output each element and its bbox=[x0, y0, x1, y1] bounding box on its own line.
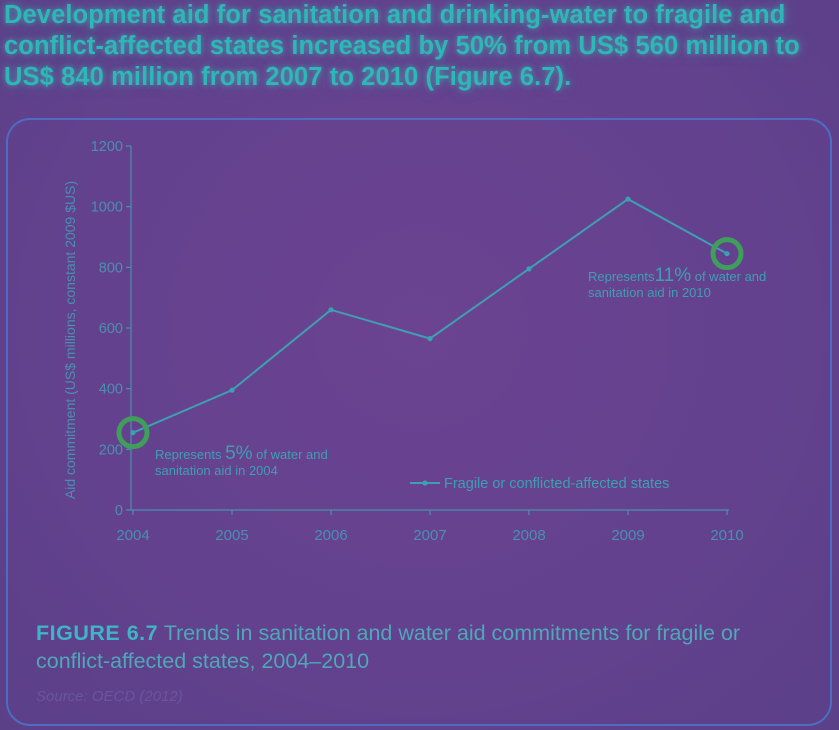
x-tick-label: 2007 bbox=[413, 527, 446, 544]
x-tick-label: 2006 bbox=[314, 527, 347, 544]
annotation-line2-2004: sanitation aid in 2004 bbox=[155, 463, 278, 478]
x-axis: 2004 2005 2006 2007 2008 2009 2010 bbox=[116, 509, 744, 544]
data-point-2008 bbox=[526, 266, 532, 272]
series-fragile-states bbox=[130, 196, 730, 436]
figure-number: FIGURE 6.7 bbox=[36, 621, 159, 645]
data-point-2007 bbox=[427, 336, 433, 342]
legend: Fragile or conflicted-affected states bbox=[410, 476, 669, 492]
y-tick-label: 1200 bbox=[91, 139, 123, 155]
data-point-2009 bbox=[625, 196, 631, 202]
x-tick-label: 2004 bbox=[116, 527, 149, 544]
highlight-ring-2004 bbox=[116, 416, 150, 450]
y-tick-label: 600 bbox=[99, 321, 123, 337]
annotation-line2-2010: sanitation aid in 2010 bbox=[588, 285, 711, 300]
y-tick-label: 0 bbox=[115, 503, 123, 519]
annotation-line1-2004: Represents 5% of water and bbox=[155, 443, 328, 464]
data-point-2010 bbox=[724, 251, 730, 257]
annotation-line1-2010: Represents11% of water and bbox=[588, 265, 766, 286]
x-tick-label: 2010 bbox=[710, 527, 743, 544]
y-axis-label: Aid commitment (US$ millions, constant 2… bbox=[62, 181, 78, 499]
data-point-2006 bbox=[328, 307, 334, 313]
caption-text: Trends in sanitation and water aid commi… bbox=[36, 621, 741, 673]
data-point-2004 bbox=[130, 430, 136, 436]
x-tick-label: 2008 bbox=[512, 527, 545, 544]
figure-caption: FIGURE 6.7 Trends in sanitation and wate… bbox=[36, 619, 816, 675]
y-tick-label: 200 bbox=[99, 442, 123, 458]
data-point-2005 bbox=[229, 387, 235, 393]
legend-label: Fragile or conflicted-affected states bbox=[444, 476, 669, 492]
highlight-ring-2010 bbox=[710, 237, 744, 271]
figure-panel bbox=[6, 118, 832, 726]
series-line bbox=[132, 197, 728, 434]
y-tick-label: 1000 bbox=[91, 200, 123, 216]
headline: Development aid for sanitation and drink… bbox=[4, 1, 800, 91]
x-tick-label: 2005 bbox=[215, 527, 248, 544]
y-tick-label: 800 bbox=[99, 260, 123, 276]
legend-marker bbox=[422, 480, 428, 486]
x-tick-label: 2009 bbox=[611, 527, 644, 544]
y-tick-label: 400 bbox=[99, 382, 123, 398]
y-axis: 0 200 400 600 800 1000 1200 bbox=[91, 139, 132, 519]
source-note: Source: OECD (2012) bbox=[36, 688, 183, 705]
